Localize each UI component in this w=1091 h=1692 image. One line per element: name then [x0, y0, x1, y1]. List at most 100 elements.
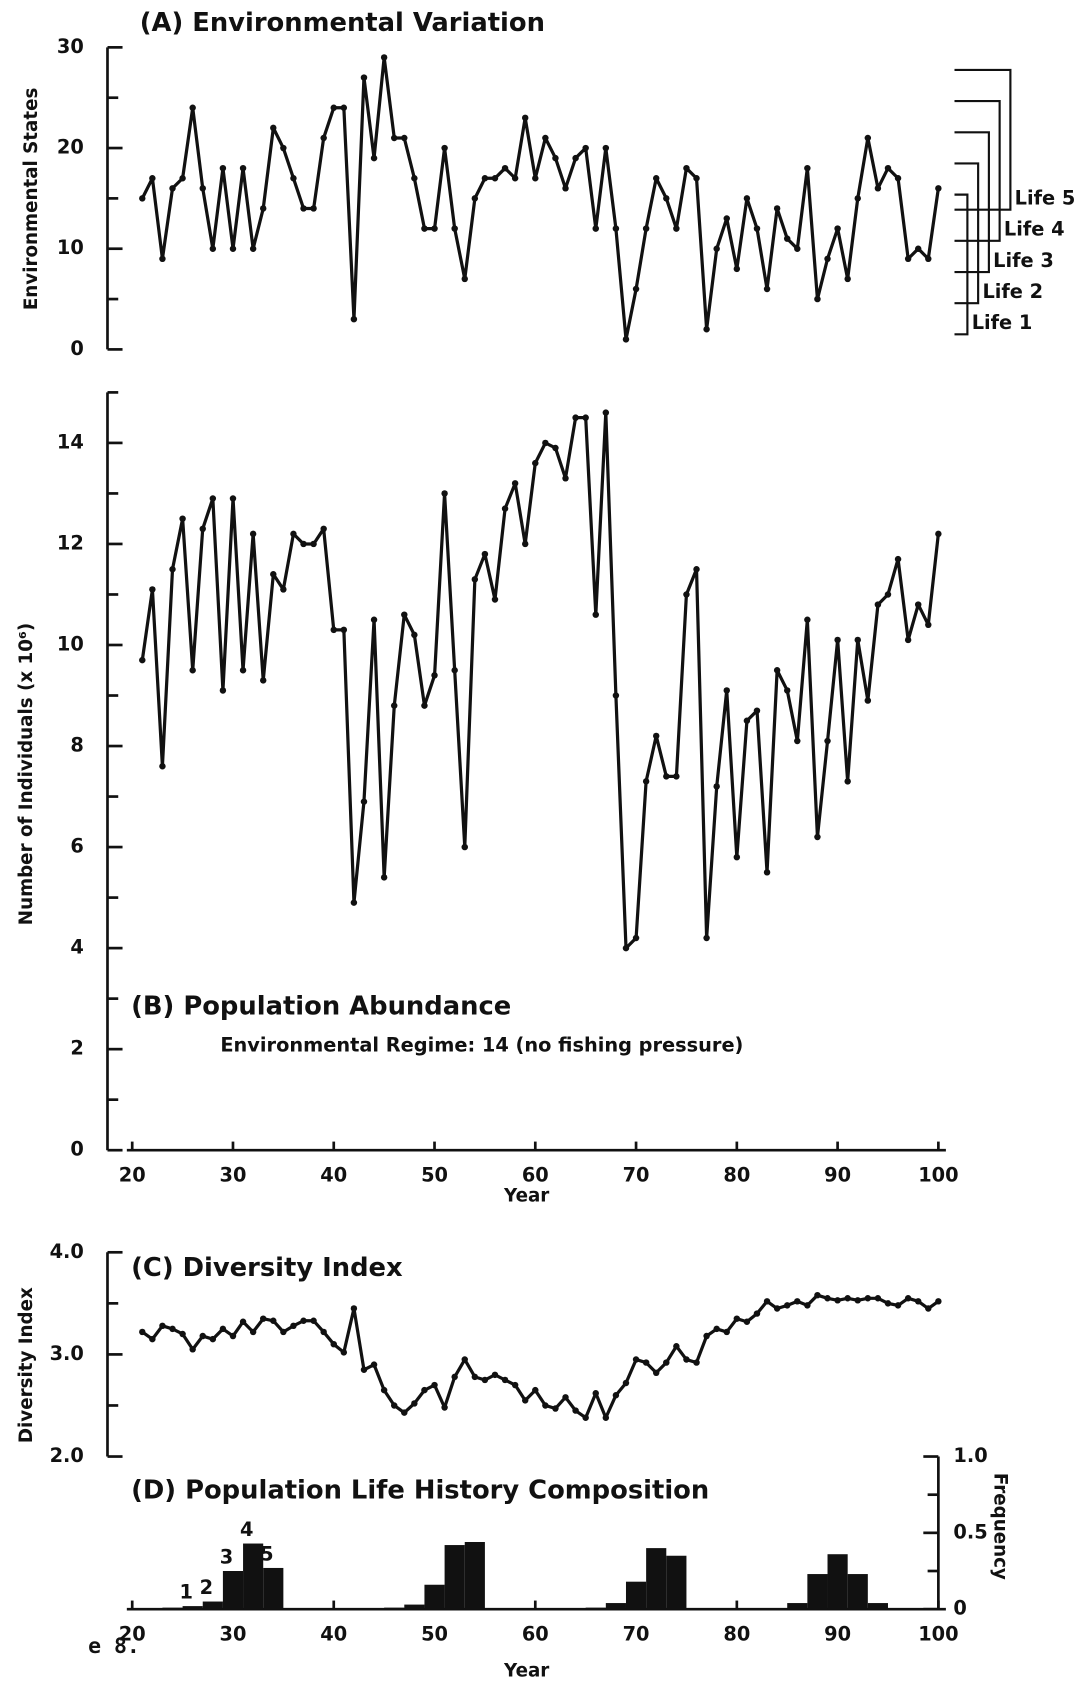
data-point: [451, 667, 458, 674]
panel-title: (A) Environmental Variation: [140, 8, 545, 38]
data-point: [854, 195, 861, 202]
data-point: [854, 636, 861, 644]
data-point: [370, 154, 378, 162]
data-point: [854, 1297, 861, 1304]
data-point: [572, 414, 579, 421]
x-tick-label: 90: [824, 1622, 851, 1645]
data-point: [874, 185, 882, 192]
bar: [585, 1607, 606, 1610]
bar: [464, 1542, 485, 1610]
data-point: [340, 626, 348, 634]
data-point: [753, 1310, 761, 1317]
panel-subtitle: Environmental Regime: 14 (no fishing pre…: [220, 1033, 743, 1056]
data-point: [209, 495, 217, 502]
data-point: [904, 636, 912, 644]
data-point: [320, 1328, 327, 1336]
data-point: [814, 295, 821, 303]
y-tick-label: 3.0: [50, 1342, 84, 1365]
data-point: [663, 773, 670, 780]
data-point: [390, 134, 398, 142]
data-point: [491, 175, 499, 182]
data-point: [441, 1404, 448, 1411]
data-point: [773, 205, 781, 212]
data-point: [411, 175, 418, 182]
data-point: [421, 1386, 428, 1394]
y-axis-label: Number of Individuals (x 10⁶): [16, 623, 37, 925]
data-point: [935, 185, 942, 192]
data-point: [290, 175, 297, 182]
bar: [807, 1574, 828, 1610]
bar: [404, 1604, 425, 1610]
y-tick-label: 14: [57, 430, 84, 453]
data-point: [249, 1328, 257, 1336]
data-point: [421, 225, 428, 232]
data-point: [663, 195, 670, 202]
data-point: [471, 195, 479, 202]
y-tick-label: 1.0: [953, 1444, 987, 1467]
x-tick-label: 70: [623, 1622, 650, 1645]
data-point: [612, 1392, 620, 1399]
y-tick-label: 2: [70, 1037, 83, 1060]
data-point: [390, 702, 398, 709]
data-point: [441, 490, 448, 497]
data-point: [199, 1332, 206, 1340]
data-point: [834, 225, 841, 232]
data-point: [874, 1295, 882, 1302]
data-point: [169, 1325, 176, 1333]
data-point: [844, 1295, 851, 1302]
data-point: [552, 1405, 559, 1412]
data-point: [622, 1379, 630, 1387]
data-point: [733, 853, 741, 861]
data-point: [189, 1346, 196, 1353]
data-point: [562, 1394, 569, 1401]
data-point: [814, 833, 821, 841]
data-point: [904, 1295, 912, 1302]
data-point: [602, 409, 610, 416]
bar-annotation: 5: [260, 1543, 273, 1566]
life-label: Life 5: [1015, 186, 1076, 209]
data-point: [753, 707, 761, 714]
bar: [625, 1581, 647, 1610]
data-point: [864, 1295, 872, 1302]
bar: [605, 1603, 626, 1610]
data-point: [824, 255, 831, 263]
data-point: [783, 687, 791, 694]
data-point: [642, 225, 650, 232]
data-point: [703, 1332, 710, 1340]
data-point: [159, 1322, 166, 1330]
data-point: [884, 164, 892, 172]
panel-title: (C) Diversity Index: [131, 1253, 403, 1283]
data-point: [794, 1298, 801, 1305]
data-point: [431, 1381, 438, 1389]
data-point: [290, 1322, 297, 1330]
data-point: [421, 702, 428, 709]
data-point: [532, 175, 539, 182]
data-point: [310, 540, 317, 548]
y-tick-label: 6: [70, 835, 83, 858]
data-point: [884, 591, 892, 598]
data-point: [350, 899, 358, 906]
data-point: [804, 616, 811, 623]
data-point: [340, 104, 348, 111]
bar-annotation: 4: [240, 1518, 253, 1541]
y-tick-label: 2.0: [50, 1444, 84, 1467]
data-point: [783, 1302, 791, 1309]
data-point: [723, 1328, 730, 1336]
y-tick-label: 0: [70, 1138, 83, 1161]
bar: [646, 1548, 667, 1610]
data-point: [552, 154, 559, 162]
data-point: [380, 874, 388, 881]
data-point: [652, 732, 660, 740]
data-point: [713, 1325, 720, 1333]
data-point: [804, 164, 811, 172]
data-point: [280, 1328, 287, 1336]
data-point: [270, 124, 277, 132]
x-axis-label: Year: [503, 1661, 549, 1682]
bar: [162, 1607, 183, 1610]
data-point: [139, 195, 146, 202]
data-point: [169, 185, 176, 192]
data-point: [783, 235, 791, 242]
data-point: [350, 315, 358, 323]
data-point: [884, 1300, 892, 1307]
